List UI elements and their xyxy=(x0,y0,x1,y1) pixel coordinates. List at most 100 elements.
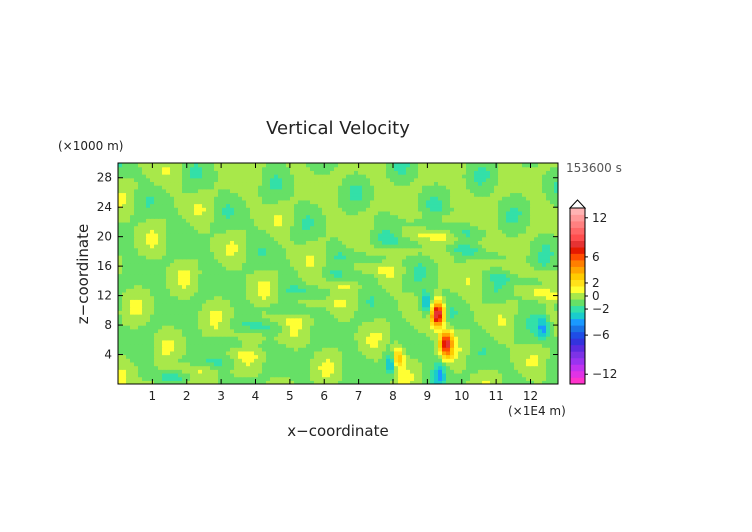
field-cell xyxy=(294,247,299,252)
field-cell xyxy=(450,358,455,363)
field-cell xyxy=(514,236,519,241)
field-cell xyxy=(278,332,283,337)
field-cell xyxy=(254,244,259,249)
field-cell xyxy=(378,284,383,289)
field-cell xyxy=(550,361,555,367)
field-cell xyxy=(118,299,123,304)
field-cell xyxy=(390,236,395,241)
field-cell xyxy=(346,325,351,330)
field-cell xyxy=(134,277,139,282)
field-cell xyxy=(486,269,491,275)
field-cell xyxy=(246,302,251,308)
field-cell xyxy=(506,354,511,359)
field-cell xyxy=(414,354,419,359)
field-cell xyxy=(138,365,143,370)
field-cell xyxy=(366,314,371,319)
field-cell xyxy=(490,280,495,286)
field-cell xyxy=(166,232,171,238)
field-cell xyxy=(386,332,391,337)
field-cell xyxy=(290,310,295,315)
field-cell xyxy=(542,380,547,384)
field-cell xyxy=(346,376,351,381)
field-cell xyxy=(262,225,267,230)
field-cell xyxy=(222,336,227,341)
field-cell xyxy=(170,258,175,264)
field-cell xyxy=(458,269,463,275)
field-cell xyxy=(486,255,491,260)
field-cell xyxy=(474,280,479,286)
field-cell xyxy=(302,229,307,234)
field-cell xyxy=(234,258,239,264)
field-cell xyxy=(230,288,235,293)
field-cell xyxy=(438,273,443,278)
field-cell xyxy=(522,314,527,319)
field-cell xyxy=(314,236,319,241)
field-cell xyxy=(150,376,155,381)
field-cell xyxy=(498,255,503,260)
field-cell xyxy=(518,295,523,300)
field-cell xyxy=(234,262,239,267)
field-cell xyxy=(198,236,203,241)
field-cell xyxy=(486,236,491,241)
field-cell xyxy=(490,376,495,381)
field-cell xyxy=(398,365,403,370)
field-cell xyxy=(262,266,267,271)
field-cell xyxy=(534,240,539,245)
field-cell xyxy=(442,247,447,252)
field-cell xyxy=(130,273,135,278)
field-cell xyxy=(474,372,479,378)
field-cell xyxy=(366,244,371,249)
field-cell xyxy=(458,361,463,367)
field-cell xyxy=(178,306,183,311)
field-cell xyxy=(302,343,307,348)
field-cell xyxy=(286,273,291,278)
field-cell xyxy=(198,306,203,311)
field-cell xyxy=(334,328,339,334)
field-cell xyxy=(386,328,391,334)
field-cell xyxy=(490,225,495,230)
field-cell xyxy=(338,229,343,234)
field-cell xyxy=(302,262,307,267)
field-cell xyxy=(514,291,519,297)
field-cell xyxy=(554,295,558,300)
field-cell xyxy=(434,321,439,326)
field-cell xyxy=(178,365,183,370)
field-cell xyxy=(150,317,155,322)
field-cell xyxy=(458,350,463,356)
field-cell xyxy=(334,269,339,275)
field-cell xyxy=(130,310,135,315)
field-cell xyxy=(346,232,351,238)
field-cell xyxy=(162,236,167,241)
field-cell xyxy=(342,280,347,286)
field-cell xyxy=(342,343,347,348)
field-cell xyxy=(126,280,131,286)
field-cell xyxy=(118,372,123,378)
field-cell xyxy=(318,328,323,334)
field-cell xyxy=(254,350,259,356)
field-cell xyxy=(486,306,491,311)
field-cell xyxy=(386,225,391,230)
field-cell xyxy=(378,376,383,381)
field-cell xyxy=(230,236,235,241)
field-cell xyxy=(346,244,351,249)
field-cell xyxy=(502,232,507,238)
field-cell xyxy=(510,262,515,267)
field-cell xyxy=(370,218,375,223)
field-cell xyxy=(370,361,375,367)
field-cell xyxy=(430,376,435,381)
field-cell xyxy=(166,295,171,300)
field-cell xyxy=(182,255,187,260)
field-cell xyxy=(442,244,447,249)
field-cell xyxy=(122,310,127,315)
field-cell xyxy=(462,314,467,319)
field-cell xyxy=(258,358,263,363)
field-cell xyxy=(470,347,475,352)
field-cell xyxy=(314,317,319,322)
field-cell xyxy=(182,380,187,384)
field-cell xyxy=(134,240,139,245)
field-cell xyxy=(390,284,395,289)
field-cell xyxy=(390,277,395,282)
field-cell xyxy=(154,299,159,304)
field-cell xyxy=(262,236,267,241)
field-cell xyxy=(434,255,439,260)
